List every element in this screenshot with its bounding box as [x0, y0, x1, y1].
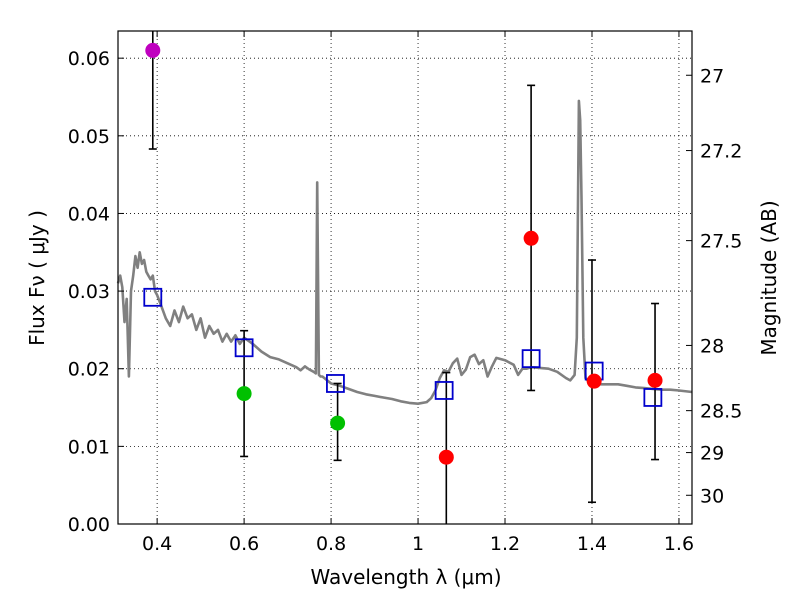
- x-axis-label: Wavelength λ (μm): [310, 565, 501, 589]
- y-tick-label: 0.00: [68, 514, 110, 536]
- model-spectrum-layer: [116, 99, 693, 405]
- model-point-square: [143, 287, 163, 307]
- model-point-square: [434, 381, 454, 400]
- data-point-green: [236, 386, 252, 402]
- x-tick-label: 1.6: [664, 533, 694, 555]
- data-point-red: [586, 373, 602, 389]
- right-tick-label: 29: [700, 443, 724, 465]
- x-axis: 0.4 0.6 0.8 1 1.2 1.4 1.6: [142, 31, 694, 555]
- x-tick-label: 0.8: [316, 533, 346, 555]
- x-tick-label: 1.4: [577, 533, 607, 555]
- y-tick-label: 0.05: [68, 126, 110, 148]
- y-axis-label: Flux Fν ( μJy ): [25, 210, 49, 346]
- data-point-red: [438, 449, 454, 465]
- y-tick-label: 0.03: [68, 281, 110, 303]
- right-tick-label: 30: [700, 485, 724, 507]
- data-point-violet: [145, 42, 161, 58]
- right-tick-label: 28.5: [700, 401, 742, 423]
- model-point-square: [234, 338, 254, 358]
- data-point-green: [330, 415, 346, 431]
- right-magnitude-axis: 27 27.2 27.5 28 28.5 29 30: [686, 65, 742, 507]
- x-tick-label: 0.6: [229, 533, 259, 555]
- right-axis-label: Magnitude (AB): [757, 200, 781, 355]
- model-spectrum-line: [116, 99, 693, 405]
- right-tick-label: 27.2: [700, 141, 742, 163]
- data-point-red: [647, 372, 663, 388]
- y-tick-label: 0.01: [68, 436, 110, 458]
- grid: [118, 31, 692, 524]
- model-point-layer: [143, 287, 663, 407]
- model-point-square: [643, 388, 663, 407]
- model-point-square: [521, 349, 541, 369]
- plot-frame: [117, 30, 693, 525]
- right-tick-label: 28: [700, 335, 724, 357]
- y-axis: 0.00 0.01 0.02 0.03 0.04 0.05 0.06: [68, 48, 124, 536]
- model-point-square: [326, 374, 345, 393]
- x-tick-label: 1: [412, 533, 424, 555]
- right-tick-label: 27.5: [700, 231, 742, 253]
- x-tick-label: 0.4: [142, 533, 172, 555]
- data-point-red: [523, 230, 539, 246]
- right-tick-label: 27: [700, 65, 724, 87]
- y-tick-label: 0.04: [68, 203, 110, 225]
- observed-point-layer: [145, 42, 663, 465]
- y-tick-label: 0.02: [68, 359, 110, 381]
- y-tick-label: 0.06: [68, 48, 110, 70]
- x-tick-label: 1.2: [490, 533, 520, 555]
